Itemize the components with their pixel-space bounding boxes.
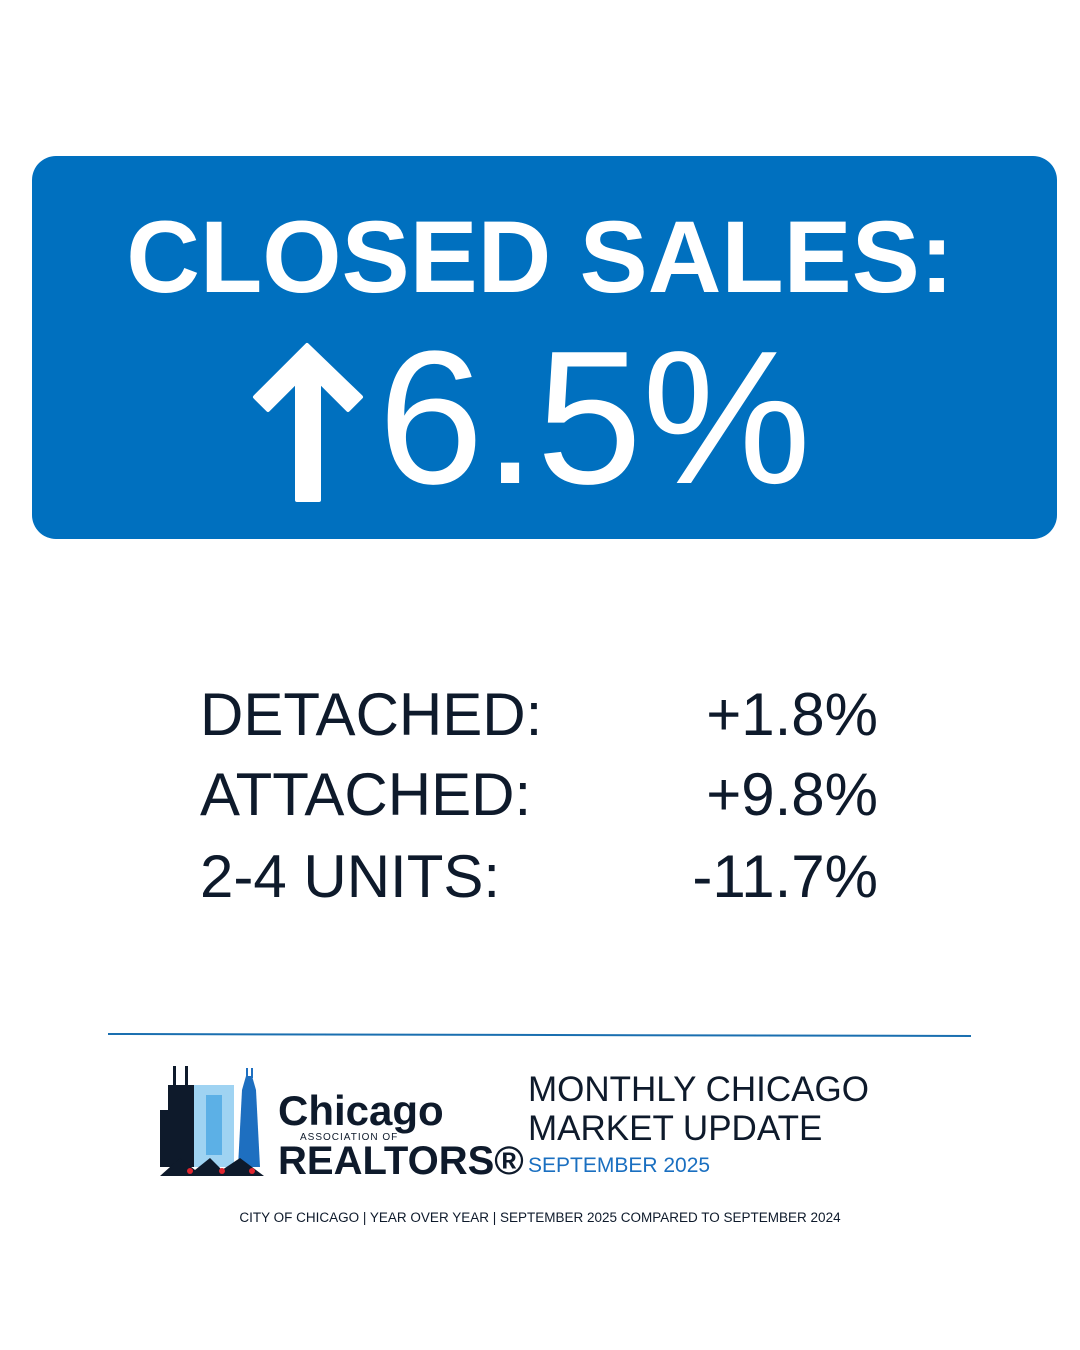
tower xyxy=(238,1076,260,1167)
headline-value: 6.5% xyxy=(378,312,811,524)
tower xyxy=(160,1110,170,1167)
antenna xyxy=(185,1066,188,1086)
logo-name: Chicago xyxy=(278,1087,444,1134)
row-label: ATTACHED: xyxy=(200,761,531,828)
headline-box xyxy=(32,156,1057,539)
star xyxy=(187,1168,193,1174)
divider xyxy=(107,1033,972,1037)
row-value: +1.8% xyxy=(706,681,878,748)
logo-association: ASSOCIATION OF xyxy=(300,1132,398,1143)
logo-org: REALTORS® xyxy=(278,1139,524,1183)
footer-period: SEPTEMBER 2025 xyxy=(528,1154,710,1177)
row-value: -11.7% xyxy=(692,843,878,910)
row-value: +9.8% xyxy=(706,761,878,828)
row-label: DETACHED: xyxy=(200,681,542,748)
up-arrow xyxy=(253,343,363,502)
star xyxy=(249,1168,255,1174)
star xyxy=(219,1168,225,1174)
logo-skyline xyxy=(160,1066,264,1176)
rooftops xyxy=(160,1158,264,1176)
footer-title: MONTHLY CHICAGO xyxy=(528,1070,869,1109)
tower xyxy=(168,1085,194,1167)
breakdown: DETACHED: +1.8% ATTACHED: +9.8% 2-4 UNIT… xyxy=(200,681,878,910)
footer-note: CITY OF CHICAGO | YEAR OVER YEAR | SEPTE… xyxy=(239,1210,841,1225)
footer-title: MARKET UPDATE xyxy=(528,1109,822,1148)
headline-title: CLOSED SALES: xyxy=(126,200,953,314)
antenna xyxy=(246,1068,248,1078)
antenna xyxy=(251,1068,253,1078)
antenna xyxy=(173,1066,176,1086)
tower xyxy=(206,1095,222,1155)
row-label: 2-4 UNITS: xyxy=(200,843,500,910)
